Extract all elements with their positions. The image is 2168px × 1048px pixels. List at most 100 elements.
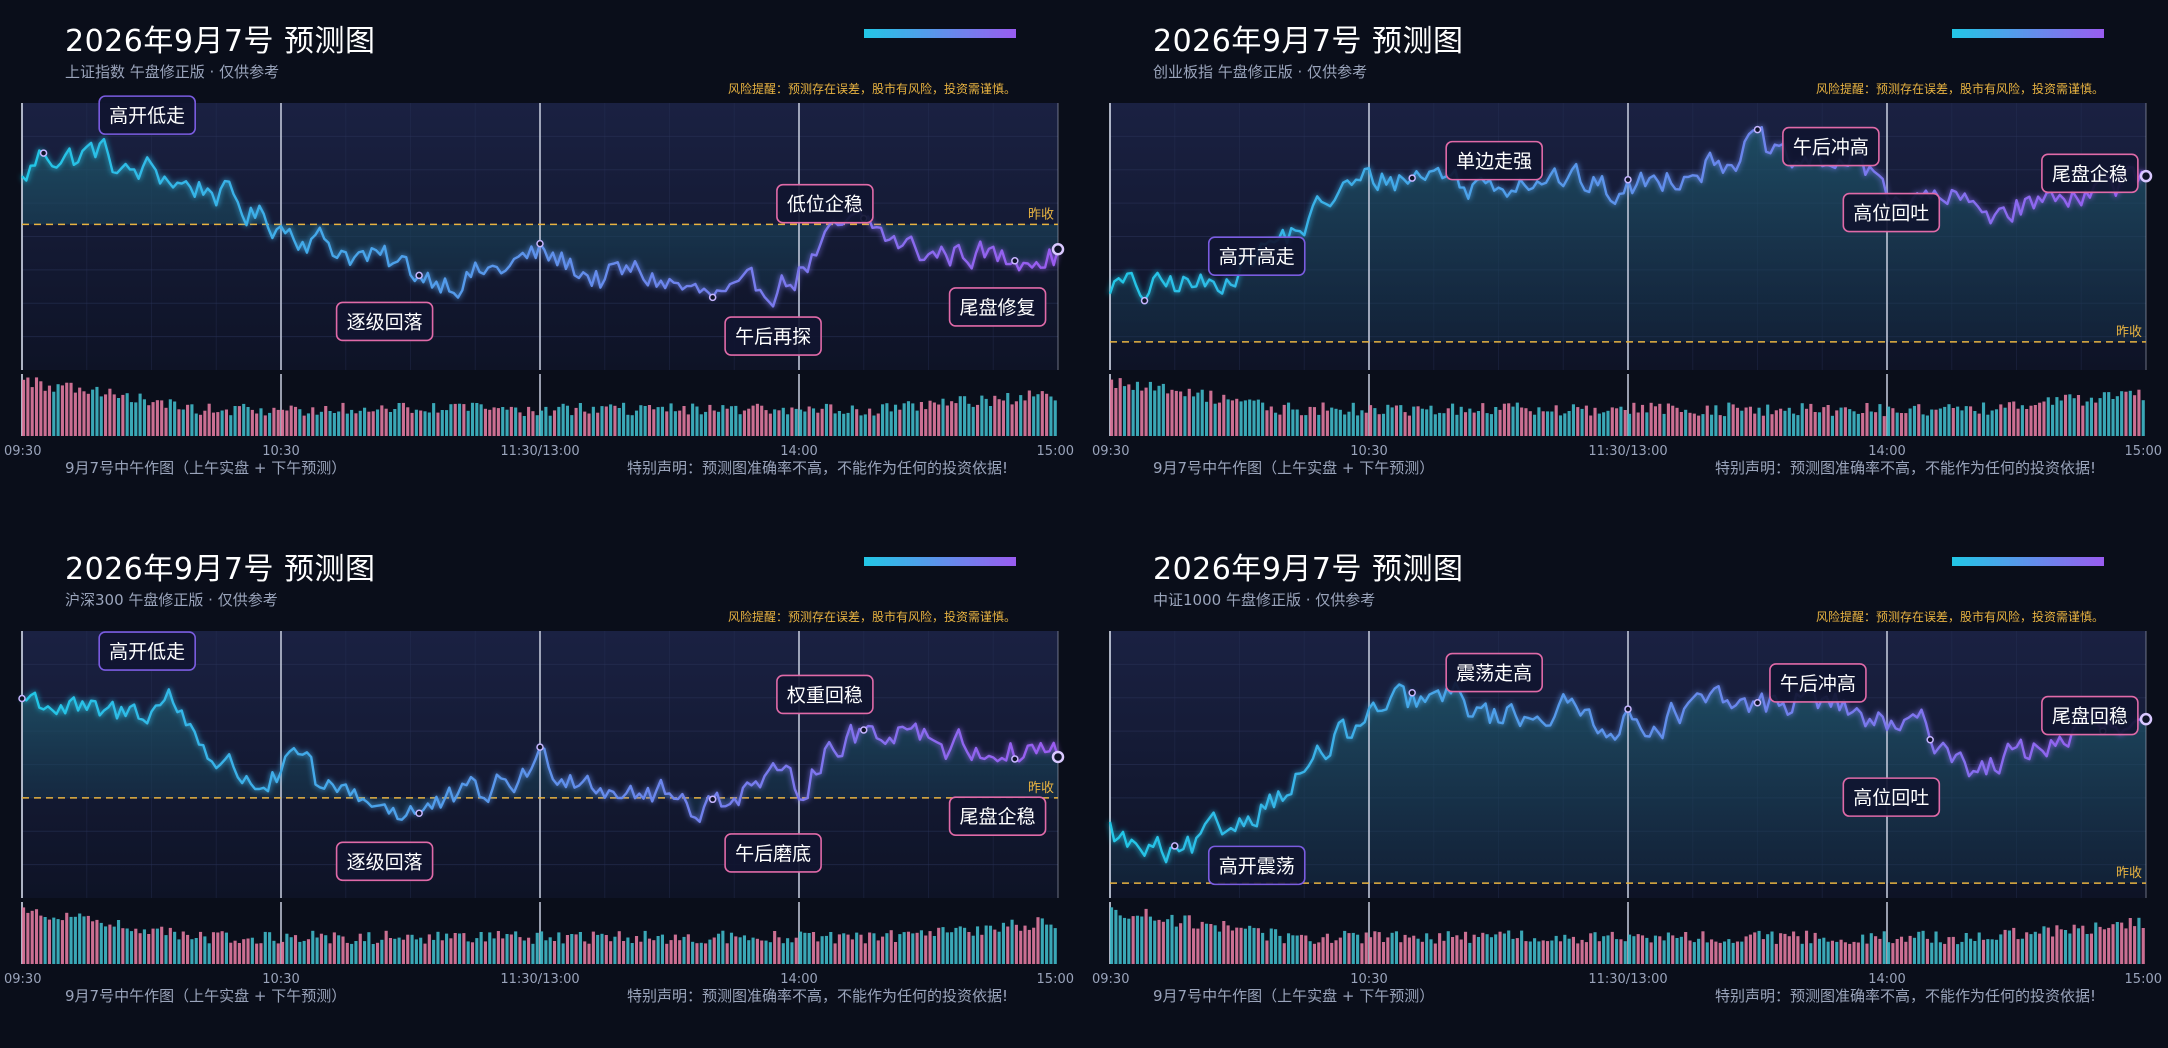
volume-bar <box>1412 406 1416 436</box>
disclaimer: 特别声明：预测图准确率不高，不能作为任何的投资依据! <box>1714 459 2096 477</box>
volume-bar <box>1740 410 1744 436</box>
volume-bar <box>1619 939 1623 964</box>
volume-bar <box>1498 931 1502 964</box>
reference-label: 昨收 <box>2116 325 2142 340</box>
volume-bar <box>1489 937 1493 964</box>
volume-bar <box>1524 941 1528 964</box>
volume-bar <box>1010 919 1014 964</box>
volume-bar <box>1369 937 1373 964</box>
point-marker <box>1624 705 1632 713</box>
volume-bar <box>250 409 254 436</box>
footer-note: 9月7号中午作图（上午实盘 + 下午预测） <box>65 987 347 1005</box>
volume-bar <box>1286 933 1291 964</box>
annotation: 午后再探 <box>724 316 822 356</box>
volume-bar <box>816 412 820 436</box>
volume-bar <box>2020 938 2024 964</box>
volume-bar <box>1407 937 1411 964</box>
volume-bar <box>2111 399 2115 436</box>
volume-bar <box>876 940 880 964</box>
volume-bar <box>466 941 470 964</box>
volume-bar <box>1520 407 1524 436</box>
annotation-box <box>776 674 874 715</box>
volume-bar <box>436 931 440 964</box>
volume-bar <box>1835 941 1839 964</box>
volume-bar <box>2124 391 2128 436</box>
volume-bar <box>811 408 816 436</box>
volume-bar <box>198 931 203 964</box>
volume-bar <box>1830 940 1834 964</box>
volume-bar <box>1710 414 1714 436</box>
volume-bar <box>1140 390 1144 436</box>
volume-bar <box>544 406 548 436</box>
volume-bar <box>1869 411 1873 436</box>
volume-bar <box>233 940 237 964</box>
volume-bar <box>1472 412 1476 436</box>
volume-bar <box>2094 922 2098 964</box>
volume-bar <box>479 404 483 436</box>
volume-bar <box>1960 410 1964 436</box>
volume-bar <box>1856 413 1860 436</box>
volume-bar <box>22 379 26 436</box>
volume-bar <box>1735 407 1740 436</box>
volume-bar <box>78 913 82 964</box>
volume-bar <box>1204 923 1209 964</box>
volume-bar <box>285 933 289 964</box>
volume-bar <box>837 411 841 436</box>
volume-bar <box>656 936 660 964</box>
point-marker <box>1408 174 1416 182</box>
volume-bar <box>1848 943 1852 964</box>
volume-bar <box>2016 408 2020 436</box>
volume-bar <box>1804 408 1809 436</box>
volume-bar <box>1524 408 1528 436</box>
x-tick-label: 15:00 <box>1037 972 1074 987</box>
volume-bar <box>1649 942 1653 964</box>
annotation-box <box>335 301 434 342</box>
volume-bar <box>1800 943 1804 964</box>
volume-bar <box>673 934 677 964</box>
volume-bar <box>483 408 487 436</box>
volume-bar <box>885 933 889 964</box>
risk-note: 风险提醒：预测存在误差，股市有风险，投资需谨慎。 <box>727 82 1016 96</box>
volume-bar <box>2102 929 2106 964</box>
volume-bar <box>1865 943 1869 964</box>
volume-bar <box>747 408 751 436</box>
x-tick-label: 10:30 <box>1350 444 1387 459</box>
volume-bar <box>1515 938 1519 964</box>
volume-bar <box>781 407 785 436</box>
volume-bar <box>358 410 362 436</box>
volume-bar <box>1351 402 1355 436</box>
annotation: 逐级回落 <box>335 301 434 342</box>
volume-bar <box>855 932 859 964</box>
volume-bar <box>1235 398 1239 436</box>
annotation: 高开低走 <box>98 631 196 671</box>
volume-bar <box>1023 400 1027 436</box>
volume-bar <box>967 403 971 436</box>
volume-bar <box>319 933 323 964</box>
volume-bar <box>742 410 746 436</box>
volume-bar <box>1602 412 1606 436</box>
volume-bar <box>319 411 323 436</box>
volume-bar <box>2042 926 2046 964</box>
volume-bar <box>704 943 708 964</box>
volume-bar <box>393 409 397 436</box>
volume-bar <box>1386 404 1390 436</box>
volume-bar <box>1783 410 1787 436</box>
volume-bar <box>1334 408 1338 436</box>
volume-bar <box>1636 934 1640 964</box>
volume-bar <box>1135 381 1140 436</box>
volume-bar <box>233 406 237 436</box>
volume-bar <box>1550 940 1554 964</box>
volume-bar <box>1770 931 1774 964</box>
volume-bar <box>2137 389 2141 436</box>
volume-bar <box>1580 408 1584 436</box>
volume-bar <box>1826 405 1830 436</box>
volume-bar <box>1010 404 1014 436</box>
volume-bar <box>945 932 949 964</box>
volume-bar <box>475 403 479 436</box>
annotation: 震荡走高 <box>1445 652 1543 693</box>
volume-bar <box>466 410 470 436</box>
x-tick-label: 09:30 <box>1092 972 1129 987</box>
volume-bar <box>1610 407 1614 436</box>
risk-note: 风险提醒：预测存在误差，股市有风险，投资需谨慎。 <box>727 610 1016 624</box>
volume-bar <box>1921 414 1925 436</box>
